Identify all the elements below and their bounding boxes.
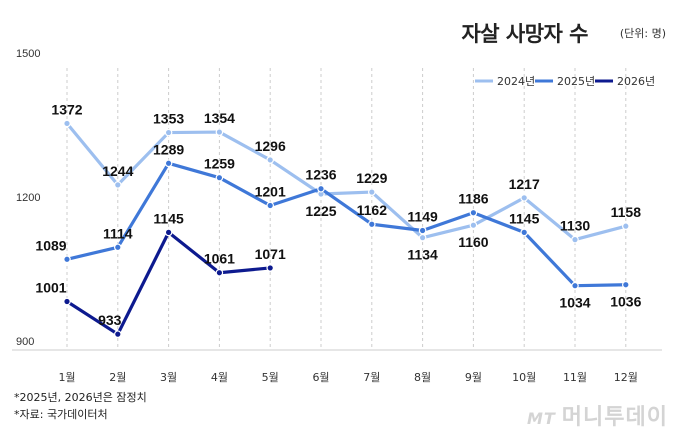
unit-label: (단위: 명) bbox=[619, 27, 666, 40]
point-2025년-7 bbox=[367, 220, 376, 229]
x-tick-7: 7월 bbox=[363, 371, 380, 384]
x-tick-10: 10월 bbox=[512, 371, 536, 384]
data-label-2024년-7: 1229 bbox=[356, 170, 387, 186]
point-2025년-3 bbox=[164, 159, 173, 168]
data-label-2025년-9: 1186 bbox=[458, 191, 489, 207]
data-label-2024년-11: 1130 bbox=[560, 218, 591, 234]
x-tick-5: 5월 bbox=[262, 371, 279, 384]
data-label-2024년-1: 1372 bbox=[51, 101, 82, 117]
legend-label-2026년: 2026년 bbox=[617, 75, 655, 88]
point-2025년-8 bbox=[418, 226, 427, 235]
point-2025년-10 bbox=[520, 228, 529, 237]
x-tick-4: 4월 bbox=[211, 371, 228, 384]
point-2024년-2 bbox=[114, 181, 122, 189]
data-label-2024년-2: 1244 bbox=[102, 163, 133, 179]
point-2024년-3 bbox=[164, 128, 173, 137]
y-tick-900: 900 bbox=[16, 336, 34, 348]
point-2024년-5 bbox=[266, 156, 275, 164]
point-2025년-5 bbox=[266, 201, 275, 210]
series-line-2025년 bbox=[66, 161, 626, 288]
data-label-2026년-1: 1001 bbox=[35, 280, 66, 296]
data-label-2025년-11: 1034 bbox=[559, 295, 590, 311]
x-tick-9: 9월 bbox=[465, 371, 482, 384]
data-label-2026년-5: 1071 bbox=[255, 246, 286, 262]
data-label-2026년-2: 933 bbox=[98, 312, 122, 328]
point-2025년-1 bbox=[63, 255, 71, 264]
footnote-provisional: *2025년, 2026년은 잠정치 bbox=[14, 391, 147, 404]
footnote-source: *자료: 국가데이터처 bbox=[14, 408, 108, 421]
x-tick-6: 6월 bbox=[312, 371, 329, 384]
data-label-2025년-2: 1114 bbox=[103, 225, 133, 241]
data-label-2024년-8: 1134 bbox=[407, 247, 438, 263]
x-tick-3: 3월 bbox=[160, 371, 177, 384]
data-label-2025년-5: 1201 bbox=[255, 184, 286, 200]
point-2026년-3 bbox=[164, 228, 173, 237]
point-2024년-4 bbox=[215, 128, 224, 136]
data-label-2024년-10: 1217 bbox=[509, 176, 540, 192]
data-label-2025년-12: 1036 bbox=[610, 294, 641, 310]
data-label-2025년-7: 1162 bbox=[357, 202, 388, 218]
data-label-2024년-3: 1353 bbox=[153, 111, 184, 127]
point-2024년-1 bbox=[63, 119, 71, 128]
point-2024년-12 bbox=[621, 222, 630, 230]
point-2025년-11 bbox=[571, 281, 579, 290]
legend-label-2024년: 2024년 bbox=[497, 75, 535, 88]
data-label-2026년-4: 1061 bbox=[204, 251, 235, 267]
data-label-2025년-8: 1149 bbox=[407, 208, 438, 224]
x-tick-8: 8월 bbox=[414, 371, 431, 384]
point-2025년-6 bbox=[317, 184, 325, 193]
series-line-2024년 bbox=[65, 122, 627, 242]
data-label-2025년-4: 1259 bbox=[204, 156, 235, 172]
y-tick-1500: 1500 bbox=[16, 48, 40, 60]
data-label-2024년-5: 1296 bbox=[255, 138, 286, 154]
point-2024년-11 bbox=[571, 235, 579, 244]
point-2026년-4 bbox=[215, 268, 224, 277]
point-2025년-4 bbox=[215, 173, 224, 182]
watermark-logo: MT 머니투데이 bbox=[526, 405, 668, 430]
data-label-2026년-3: 1145 bbox=[153, 210, 184, 226]
x-tick-11: 11월 bbox=[563, 371, 587, 384]
point-2025년-9 bbox=[469, 208, 478, 217]
chart-title: 자살 사망자 수 bbox=[461, 22, 588, 46]
legend-label-2025년: 2025년 bbox=[557, 75, 595, 88]
y-tick-1200: 1200 bbox=[16, 192, 40, 204]
data-label-2024년-4: 1354 bbox=[204, 110, 235, 126]
point-2026년-5 bbox=[266, 264, 275, 272]
x-tick-12: 12월 bbox=[614, 371, 638, 384]
data-label-2024년-6: 1225 bbox=[305, 203, 336, 219]
point-2024년-7 bbox=[367, 188, 376, 196]
x-tick-2: 2월 bbox=[109, 371, 126, 384]
point-2026년-1 bbox=[63, 297, 71, 306]
point-2025년-12 bbox=[621, 280, 630, 289]
point-2025년-2 bbox=[114, 243, 122, 252]
data-label-2025년-10: 1145 bbox=[509, 210, 540, 226]
data-label-2024년-12: 1158 bbox=[611, 204, 642, 220]
data-label-2025년-1: 1089 bbox=[35, 237, 66, 253]
point-2024년-8 bbox=[418, 233, 427, 242]
data-label-2025년-6: 1236 bbox=[305, 167, 336, 183]
point-2024년-9 bbox=[469, 221, 478, 230]
x-tick-1: 1월 bbox=[58, 371, 75, 384]
data-label-2025년-3: 1289 bbox=[153, 141, 184, 157]
point-2026년-2 bbox=[114, 330, 122, 338]
point-2024년-10 bbox=[520, 194, 529, 202]
data-label-2024년-9: 1160 bbox=[458, 234, 489, 250]
